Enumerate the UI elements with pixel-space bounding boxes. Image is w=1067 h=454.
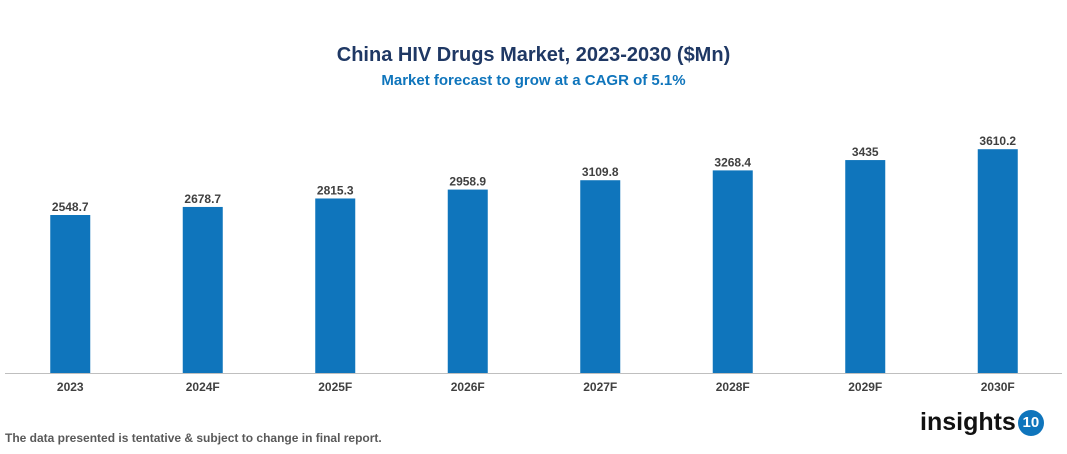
data-label: 3109.8	[582, 165, 619, 179]
disclaimer-note: The data presented is tentative & subjec…	[5, 431, 382, 445]
data-label: 3268.4	[714, 155, 751, 169]
data-label: 2548.7	[52, 200, 89, 214]
bar	[845, 160, 886, 373]
x-tick-label: 2023	[57, 380, 84, 394]
x-tick-label: 2025F	[318, 380, 352, 394]
chart-title: China HIV Drugs Market, 2023-2030 ($Mn)	[336, 44, 731, 66]
data-label: 2815.3	[317, 183, 354, 197]
data-label: 3435	[852, 145, 879, 159]
x-tick-label: 2030F	[981, 380, 1015, 394]
x-tick-label: 2029F	[848, 380, 882, 394]
x-tick-label: 2028F	[716, 380, 750, 394]
x-tick-label: 2027F	[583, 380, 617, 394]
bar	[315, 198, 356, 373]
bar	[580, 180, 621, 373]
logo-badge: 10	[1017, 409, 1044, 436]
chart-subtitle: Market forecast to grow at a CAGR of 5.1…	[381, 72, 686, 89]
data-label: 2678.7	[184, 192, 221, 206]
bar	[447, 189, 488, 373]
bar	[182, 206, 223, 373]
bar	[977, 149, 1018, 373]
x-tick-label: 2026F	[451, 380, 485, 394]
data-label: 2958.9	[449, 175, 486, 189]
x-tick-label: 2024F	[186, 380, 220, 394]
data-label: 3610.2	[979, 134, 1016, 148]
bar	[712, 170, 753, 373]
insights10-logo: insights 10	[920, 408, 1044, 437]
logo-text: insights	[920, 408, 1016, 436]
bar	[50, 215, 91, 373]
